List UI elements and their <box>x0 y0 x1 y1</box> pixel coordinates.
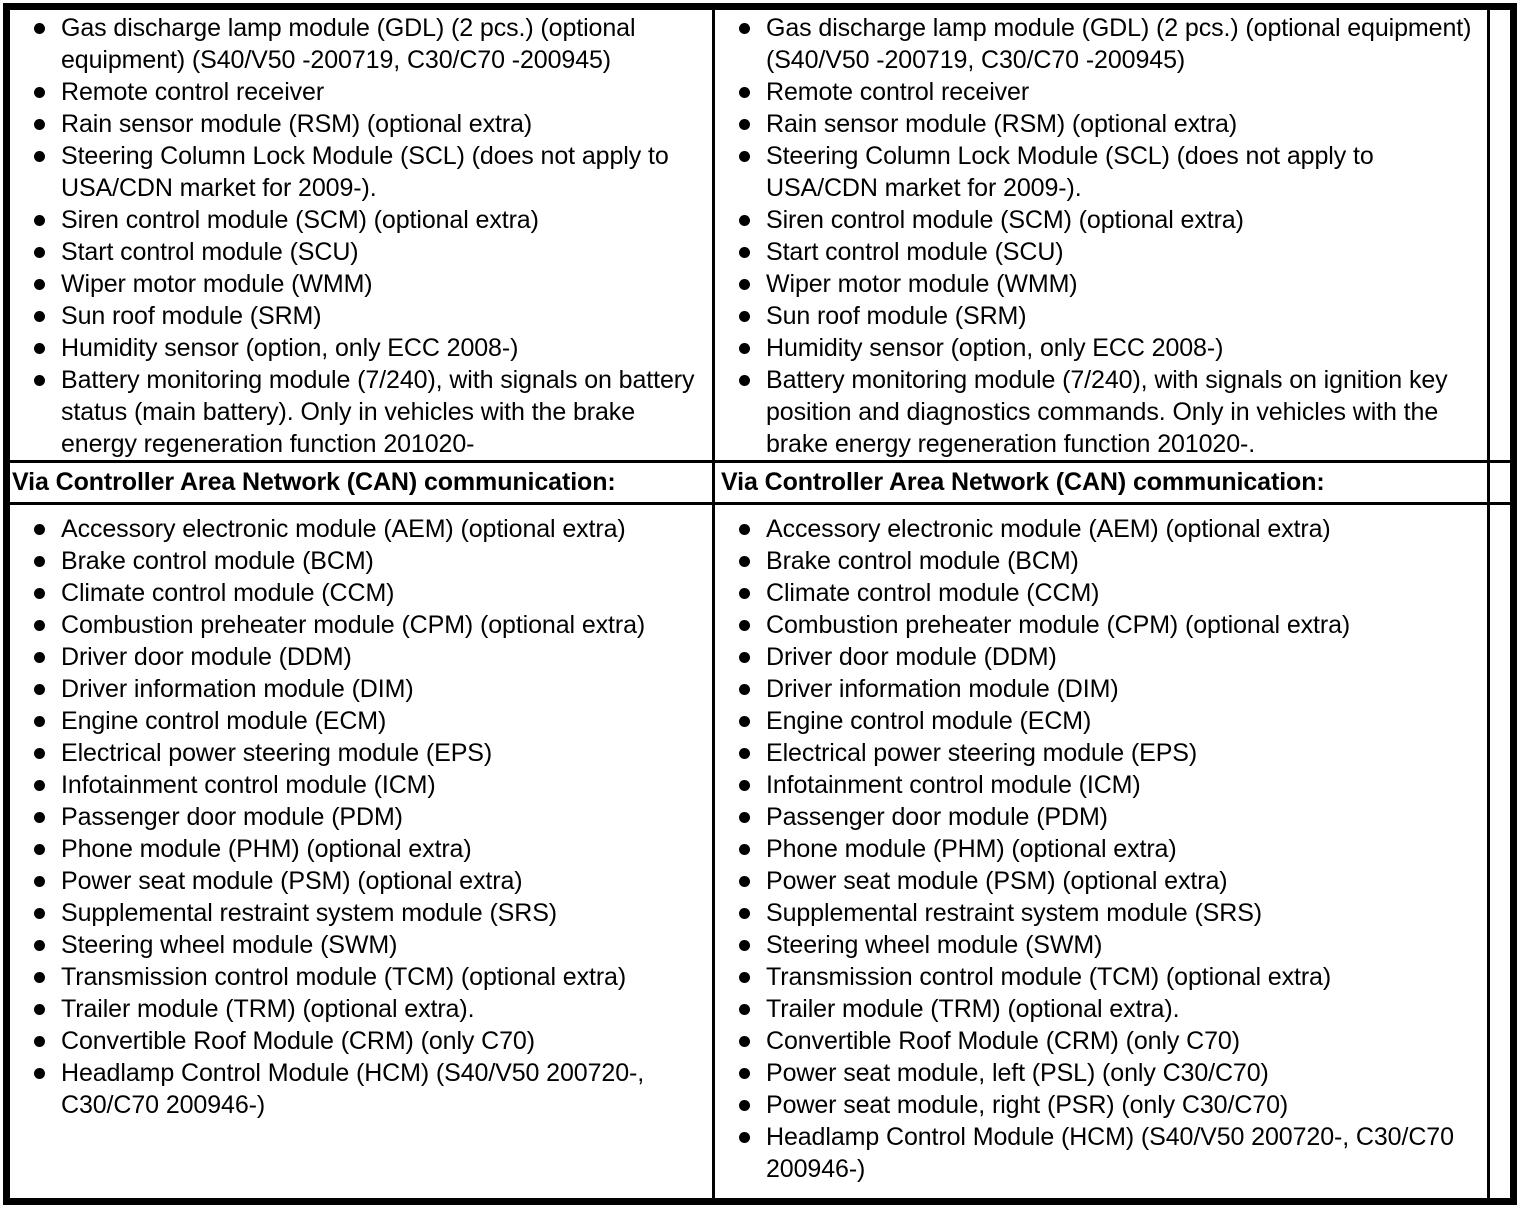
list-item: Convertible Roof Module (CRM) (only C70) <box>10 1025 712 1057</box>
list-item: Remote control receiver <box>10 76 712 108</box>
list-item: Siren control module (SCM) (optional ext… <box>10 204 712 236</box>
list-item: Infotainment control module (ICM) <box>10 769 712 801</box>
table-cell-direct-right: Gas discharge lamp module (GDL) (2 pcs.)… <box>715 10 1490 460</box>
module-list-direct-right: Gas discharge lamp module (GDL) (2 pcs.)… <box>715 10 1487 460</box>
list-item: Climate control module (CCM) <box>715 577 1487 609</box>
list-item: Gas discharge lamp module (GDL) (2 pcs.)… <box>10 12 712 76</box>
list-item: Convertible Roof Module (CRM) (only C70) <box>715 1025 1487 1057</box>
list-item: Electrical power steering module (EPS) <box>10 737 712 769</box>
list-item: Combustion preheater module (CPM) (optio… <box>715 609 1487 641</box>
list-item: Headlamp Control Module (HCM) (S40/V50 2… <box>10 1057 712 1121</box>
module-table: Gas discharge lamp module (GDL) (2 pcs.)… <box>3 3 1517 1205</box>
list-item: Wiper motor module (WMM) <box>10 268 712 300</box>
module-list-can-left: Accessory electronic module (AEM) (optio… <box>10 505 712 1121</box>
list-item: Transmission control module (TCM) (optio… <box>10 961 712 993</box>
list-item: Humidity sensor (option, only ECC 2008-) <box>715 332 1487 364</box>
module-list-direct-left: Gas discharge lamp module (GDL) (2 pcs.)… <box>10 10 712 460</box>
list-item: Power seat module (PSM) (optional extra) <box>715 865 1487 897</box>
can-header-left: Via Controller Area Network (CAN) commun… <box>10 460 715 505</box>
list-item: Gas discharge lamp module (GDL) (2 pcs.)… <box>715 12 1487 76</box>
list-item: Trailer module (TRM) (optional extra). <box>715 993 1487 1025</box>
list-item: Combustion preheater module (CPM) (optio… <box>10 609 712 641</box>
table-cell-direct-left: Gas discharge lamp module (GDL) (2 pcs.)… <box>10 10 715 460</box>
list-item: Remote control receiver <box>715 76 1487 108</box>
list-item: Brake control module (BCM) <box>715 545 1487 577</box>
list-item: Accessory electronic module (AEM) (optio… <box>10 513 712 545</box>
list-item: Infotainment control module (ICM) <box>715 769 1487 801</box>
module-list-can-right: Accessory electronic module (AEM) (optio… <box>715 505 1487 1185</box>
list-item: Sun roof module (SRM) <box>715 300 1487 332</box>
list-item: Start control module (SCU) <box>715 236 1487 268</box>
table-cell-can-right: Accessory electronic module (AEM) (optio… <box>715 505 1490 1198</box>
list-item: Wiper motor module (WMM) <box>715 268 1487 300</box>
list-item: Passenger door module (PDM) <box>10 801 712 833</box>
list-item: Engine control module (ECM) <box>10 705 712 737</box>
list-item: Electrical power steering module (EPS) <box>715 737 1487 769</box>
list-item: Supplemental restraint system module (SR… <box>10 897 712 929</box>
table-cell-direct-spacer <box>1490 10 1510 460</box>
list-item: Rain sensor module (RSM) (optional extra… <box>10 108 712 140</box>
list-item: Power seat module (PSM) (optional extra) <box>10 865 712 897</box>
list-item: Phone module (PHM) (optional extra) <box>715 833 1487 865</box>
list-item: Steering Column Lock Module (SCL) (does … <box>715 140 1487 204</box>
list-item: Steering wheel module (SWM) <box>10 929 712 961</box>
list-item: Rain sensor module (RSM) (optional extra… <box>715 108 1487 140</box>
list-item: Driver door module (DDM) <box>10 641 712 673</box>
list-item: Battery monitoring module (7/240), with … <box>10 364 712 460</box>
list-item: Power seat module, right (PSR) (only C30… <box>715 1089 1487 1121</box>
list-item: Brake control module (BCM) <box>10 545 712 577</box>
can-header-right: Via Controller Area Network (CAN) commun… <box>715 460 1490 505</box>
list-item: Trailer module (TRM) (optional extra). <box>10 993 712 1025</box>
list-item: Start control module (SCU) <box>10 236 712 268</box>
list-item: Passenger door module (PDM) <box>715 801 1487 833</box>
list-item: Headlamp Control Module (HCM) (S40/V50 2… <box>715 1121 1487 1185</box>
list-item: Phone module (PHM) (optional extra) <box>10 833 712 865</box>
list-item: Driver door module (DDM) <box>715 641 1487 673</box>
table-cell-can-spacer <box>1490 505 1510 1198</box>
list-item: Siren control module (SCM) (optional ext… <box>715 204 1487 236</box>
list-item: Sun roof module (SRM) <box>10 300 712 332</box>
list-item: Steering wheel module (SWM) <box>715 929 1487 961</box>
list-item: Driver information module (DIM) <box>10 673 712 705</box>
list-item: Transmission control module (TCM) (optio… <box>715 961 1487 993</box>
list-item: Power seat module, left (PSL) (only C30/… <box>715 1057 1487 1089</box>
list-item: Climate control module (CCM) <box>10 577 712 609</box>
list-item: Engine control module (ECM) <box>715 705 1487 737</box>
table-cell-can-left: Accessory electronic module (AEM) (optio… <box>10 505 715 1198</box>
list-item: Driver information module (DIM) <box>715 673 1487 705</box>
list-item: Supplemental restraint system module (SR… <box>715 897 1487 929</box>
list-item: Accessory electronic module (AEM) (optio… <box>715 513 1487 545</box>
list-item: Steering Column Lock Module (SCL) (does … <box>10 140 712 204</box>
can-header-spacer <box>1490 460 1510 505</box>
list-item: Humidity sensor (option, only ECC 2008-) <box>10 332 712 364</box>
list-item: Battery monitoring module (7/240), with … <box>715 364 1487 460</box>
